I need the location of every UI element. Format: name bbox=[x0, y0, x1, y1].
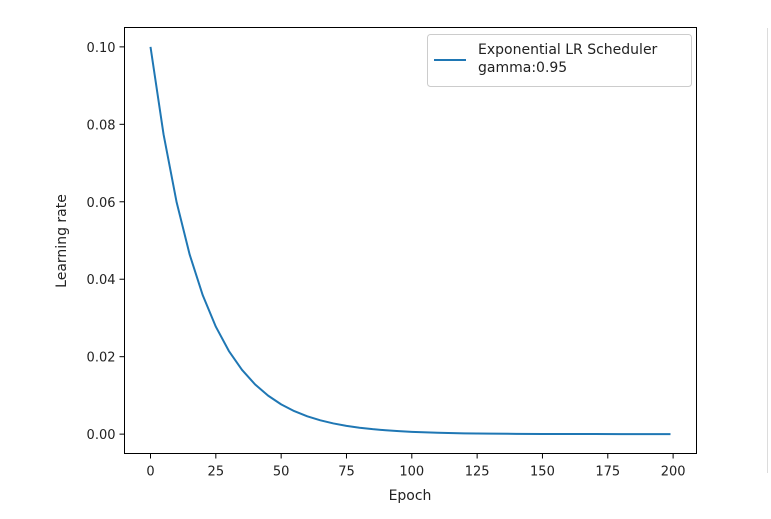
x-tick-label: 150 bbox=[530, 465, 555, 480]
x-tick-label: 50 bbox=[273, 465, 290, 480]
x-tick-label: 175 bbox=[595, 465, 620, 480]
x-tick-label: 75 bbox=[338, 465, 355, 480]
plot-frame bbox=[124, 27, 697, 454]
x-axis-label: Epoch bbox=[389, 488, 432, 504]
y-tick-label: 0.06 bbox=[87, 196, 116, 211]
y-axis-label: Learning rate bbox=[54, 194, 70, 288]
y-tick-label: 0.02 bbox=[87, 351, 116, 366]
x-tick-label: 100 bbox=[399, 465, 424, 480]
legend-entry-gamma: gamma:0.95 bbox=[478, 60, 567, 76]
x-axis-ticks: 0 25 50 75 100 125 150 175 200 bbox=[146, 453, 686, 480]
x-tick-label: 125 bbox=[465, 465, 490, 480]
x-tick-label: 200 bbox=[661, 465, 686, 480]
legend: Exponential LR Scheduler gamma:0.95 bbox=[427, 34, 692, 87]
x-tick-label: 0 bbox=[146, 465, 154, 480]
legend-entry-name: Exponential LR Scheduler bbox=[478, 42, 658, 58]
y-axis-ticks: 0.00 0.02 0.04 0.06 0.08 0.10 bbox=[87, 41, 125, 443]
y-tick-label: 0.00 bbox=[87, 428, 116, 443]
panel-divider bbox=[767, 28, 768, 473]
series-line bbox=[149, 46, 671, 436]
y-tick-label: 0.08 bbox=[87, 118, 116, 133]
legend-box bbox=[427, 34, 692, 87]
y-tick-label: 0.10 bbox=[87, 41, 116, 56]
series-layer bbox=[149, 46, 671, 436]
x-tick-label: 25 bbox=[208, 465, 225, 480]
y-tick-label: 0.04 bbox=[87, 273, 116, 288]
